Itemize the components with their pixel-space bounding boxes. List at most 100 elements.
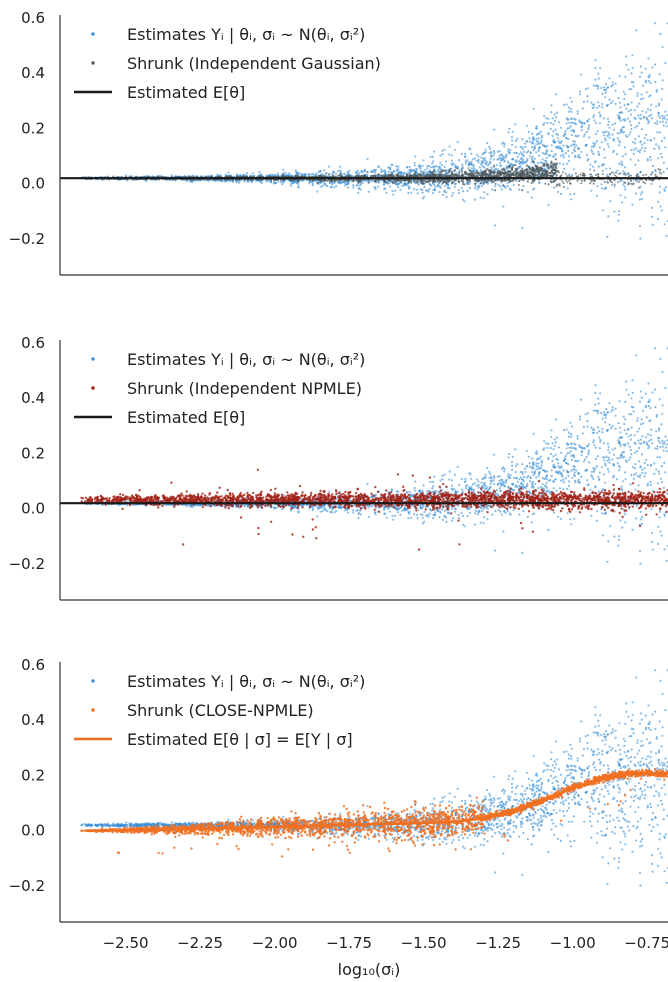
estimate-point: [625, 63, 628, 66]
estimate-point: [397, 183, 400, 186]
estimate-point: [661, 156, 664, 159]
estimate-point: [601, 102, 604, 106]
estimate-point: [630, 101, 633, 104]
shrunk-point: [527, 173, 529, 176]
estimate-point: [407, 192, 410, 195]
estimate-point: [622, 90, 625, 93]
estimate-point: [634, 163, 637, 166]
estimate-point: [606, 117, 610, 120]
estimate-point: [296, 185, 300, 188]
shrunk-point: [553, 180, 556, 183]
estimate-point: [432, 191, 435, 195]
estimate-point: [625, 107, 628, 110]
estimate-point: [574, 123, 578, 126]
estimate-point: [618, 144, 621, 147]
shrunk-point: [489, 173, 492, 176]
estimate-point: [468, 186, 472, 190]
estimate-point: [611, 123, 614, 126]
estimate-point: [629, 124, 632, 127]
estimate-point: [567, 159, 571, 163]
estimate-point: [624, 196, 627, 199]
shrunk-point: [388, 174, 391, 177]
shrunk-point: [547, 183, 550, 186]
estimate-point: [535, 151, 538, 154]
estimate-point: [600, 86, 603, 90]
estimate-point: [562, 144, 565, 147]
estimate-point: [639, 65, 642, 68]
estimate-point: [192, 174, 195, 177]
estimate-point: [648, 95, 651, 98]
estimate-point: [627, 117, 630, 120]
shrunk-point: [419, 173, 422, 176]
estimate-point: [540, 136, 543, 139]
estimate-point: [635, 192, 638, 195]
shrunk-point: [553, 162, 556, 165]
estimate-point: [450, 159, 453, 162]
estimate-point: [335, 185, 338, 188]
estimate-point: [458, 159, 461, 162]
shrunk-point: [589, 182, 592, 185]
estimate-point: [507, 148, 510, 151]
estimate-point: [606, 134, 609, 137]
estimate-point: [650, 182, 653, 186]
estimate-point: [480, 156, 483, 159]
estimate-point: [451, 163, 454, 167]
estimate-point: [600, 183, 603, 186]
shrunk-point: [458, 172, 461, 175]
shrunk-point: [505, 172, 508, 175]
estimate-point: [603, 411, 606, 414]
shrunk-point: [532, 160, 535, 163]
estimate-point: [428, 187, 431, 190]
shrunk-point: [512, 173, 515, 176]
estimate-point: [352, 184, 355, 187]
shrunk-point: [441, 169, 444, 172]
estimate-point: [554, 93, 558, 96]
estimate-point: [294, 180, 297, 183]
estimate-point: [570, 117, 574, 120]
estimate-point: [579, 121, 582, 124]
shrunk-point: [644, 173, 647, 176]
shrunk-point: [555, 174, 558, 177]
estimate-point: [597, 72, 600, 75]
estimate-point: [271, 173, 274, 177]
shrunk-point: [650, 173, 653, 176]
estimate-point: [466, 189, 469, 192]
shrunk-point: [413, 180, 416, 183]
estimate-point: [441, 153, 444, 156]
estimate-point: [406, 166, 409, 169]
estimate-point: [656, 157, 660, 160]
shrunk-point: [460, 170, 463, 173]
estimate-point: [656, 120, 659, 123]
estimate-point: [480, 163, 483, 167]
estimate-point: [552, 130, 555, 133]
estimate-point: [638, 117, 641, 120]
estimate-point: [631, 66, 634, 69]
estimate-point: [620, 160, 623, 163]
estimate-point: [479, 168, 482, 171]
estimate-point: [537, 181, 541, 184]
estimate-point: [565, 103, 568, 106]
estimate-point: [463, 200, 466, 203]
estimate-point: [522, 185, 525, 188]
estimate-point: [562, 153, 565, 156]
estimate-point: [531, 188, 535, 191]
estimate-point: [627, 68, 630, 71]
shrunk-point: [438, 181, 441, 184]
estimate-point: [541, 162, 544, 165]
shrunk-point: [485, 173, 488, 176]
estimate-point: [618, 210, 621, 213]
estimate-point: [521, 162, 524, 165]
shrunk-point: [608, 173, 611, 175]
estimate-point: [507, 161, 510, 164]
estimate-point: [664, 186, 668, 189]
estimate-point: [515, 152, 518, 155]
estimate-point: [570, 133, 574, 137]
estimate-point: [221, 180, 224, 183]
estimate-point: [445, 191, 448, 194]
estimate-point: [333, 186, 336, 189]
estimate-point: [636, 94, 639, 97]
estimate-point: [346, 170, 349, 174]
shrunk-point: [324, 179, 327, 182]
estimate-point: [532, 138, 535, 141]
estimate-point: [603, 156, 606, 159]
